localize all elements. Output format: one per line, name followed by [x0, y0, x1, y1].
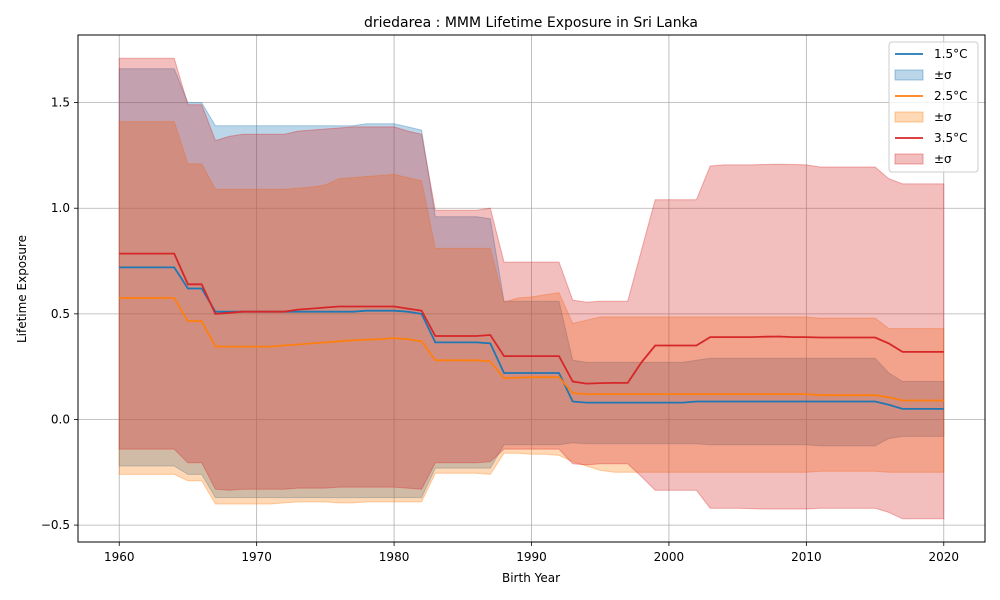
y-tick-label: 1.0 [51, 201, 70, 215]
x-tick-label: 2000 [654, 550, 685, 564]
band-series-0 [118, 68, 945, 499]
x-tick-label: 1960 [104, 550, 135, 564]
bands [118, 57, 945, 520]
y-axis-ticks: −0.5 0.0 0.5 1.0 1.5 [41, 96, 78, 532]
line-series-0 [119, 266, 944, 410]
line-series-2 [119, 252, 944, 385]
legend-entry-label: 1.5°C [934, 47, 967, 61]
legend-band-swatch [894, 111, 924, 123]
legend-entry-label: 2.5°C [934, 89, 967, 103]
y-tick-label: −0.5 [41, 518, 70, 532]
legend-band-label: ±σ [934, 152, 952, 166]
x-axis-ticks: 1960 1970 1980 1990 2000 2010 2020 [104, 542, 959, 564]
x-tick-label: 1990 [516, 550, 547, 564]
legend-box [888, 41, 979, 173]
x-axis-label: Birth Year [502, 571, 560, 585]
grid [78, 35, 985, 542]
legend-band-label: ±σ [934, 68, 952, 82]
y-tick-label: 0.0 [51, 412, 70, 426]
y-tick-label: 0.5 [51, 307, 70, 321]
x-tick-label: 2010 [791, 550, 822, 564]
chart-title: driedarea : MMM Lifetime Exposure in Sri… [364, 15, 698, 31]
x-tick-label: 1970 [241, 550, 272, 564]
legend-entry-label: 3.5°C [934, 131, 967, 145]
y-axis-label: Lifetime Exposure [15, 235, 29, 343]
line-series-1 [119, 297, 944, 402]
x-tick-label: 1980 [379, 550, 410, 564]
legend-band-swatch [894, 69, 924, 81]
legend-band-label: ±σ [934, 110, 952, 124]
legend: 1.5°C ±σ 2.5°C ±σ 3.5°C ±σ [888, 41, 979, 173]
y-tick-label: 1.5 [51, 96, 70, 110]
band-series-2 [118, 57, 945, 520]
x-tick-label: 2020 [928, 550, 959, 564]
lines [119, 252, 944, 410]
band-series-1 [118, 121, 945, 505]
legend-band-swatch [894, 153, 924, 165]
